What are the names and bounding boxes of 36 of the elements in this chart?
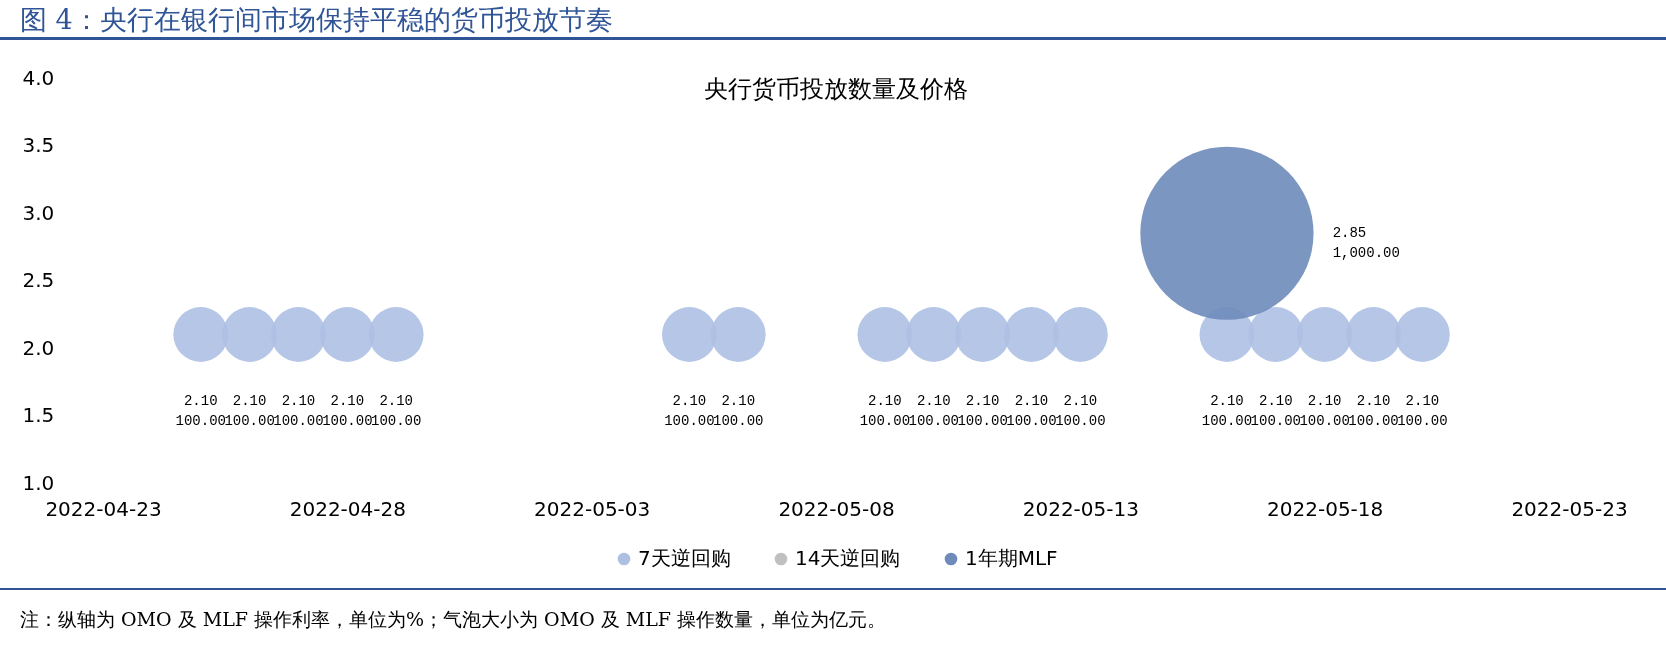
x-tick-label: 2022-05-03: [534, 496, 651, 521]
data-label: 2.10 100.00: [1201, 393, 1253, 430]
data-label: 2.10 100.00: [1006, 393, 1057, 430]
chart-subtitle: 央行货币投放数量及价格: [704, 75, 968, 103]
chart-title: 图 4：央行在银行间市场保持平稳的货币投放节奏: [0, 0, 1666, 40]
legend-label: 14天逆回购: [795, 546, 901, 570]
x-tick-label: 2022-04-23: [45, 496, 162, 521]
data-label: 2.10 100.00: [1348, 393, 1399, 430]
data-label: 2.10 100.00: [957, 393, 1008, 430]
x-tick-label: 2022-05-13: [1022, 496, 1139, 521]
y-tick-label: 1.5: [22, 403, 55, 427]
x-tick-label: 2022-04-28: [289, 496, 406, 521]
data-label: 2.10 100.00: [908, 393, 959, 430]
data-label: 2.10 100.00: [224, 393, 275, 430]
data-label: 2.10 100.00: [1055, 393, 1106, 430]
legend-label: 7天逆回购: [638, 546, 731, 570]
legend-label: 1年期MLF: [965, 546, 1058, 570]
data-label: 2.10 100.00: [859, 393, 911, 430]
text: 注：纵轴为 OMO 及 MLF 操作利率，单位为%；气泡大小为 OMO 及 MLF 操作数量，单位为亿元。: [20, 607, 888, 632]
x-tick-label: 2022-05-23: [1511, 496, 1628, 521]
data-label: 2.10 100.00: [1299, 393, 1350, 430]
y-tick-label: 3.5: [22, 133, 55, 157]
x-tick-label: 2022-05-18: [1267, 496, 1384, 521]
data-label: 2.10 100.00: [175, 393, 226, 430]
data-label: 2.10 100.00: [322, 393, 373, 430]
y-tick-label: 1.0: [22, 470, 55, 495]
y-tick-label: 3.0: [22, 200, 55, 225]
y-tick-label: 4.0: [22, 65, 55, 90]
y-tick-label: 2.0: [22, 335, 55, 360]
y-tick-label: 2.5: [22, 268, 55, 292]
data-label: 2.10 100.00: [1397, 393, 1448, 430]
data-label: 2.10 100.00: [273, 393, 324, 430]
data-label: 2.85 1,000.00: [1332, 225, 1400, 262]
data-label: 2.10 100.00: [664, 393, 715, 430]
x-tick-label: 2022-05-08: [778, 496, 895, 521]
data-label: 2.10 100.00: [713, 393, 764, 430]
